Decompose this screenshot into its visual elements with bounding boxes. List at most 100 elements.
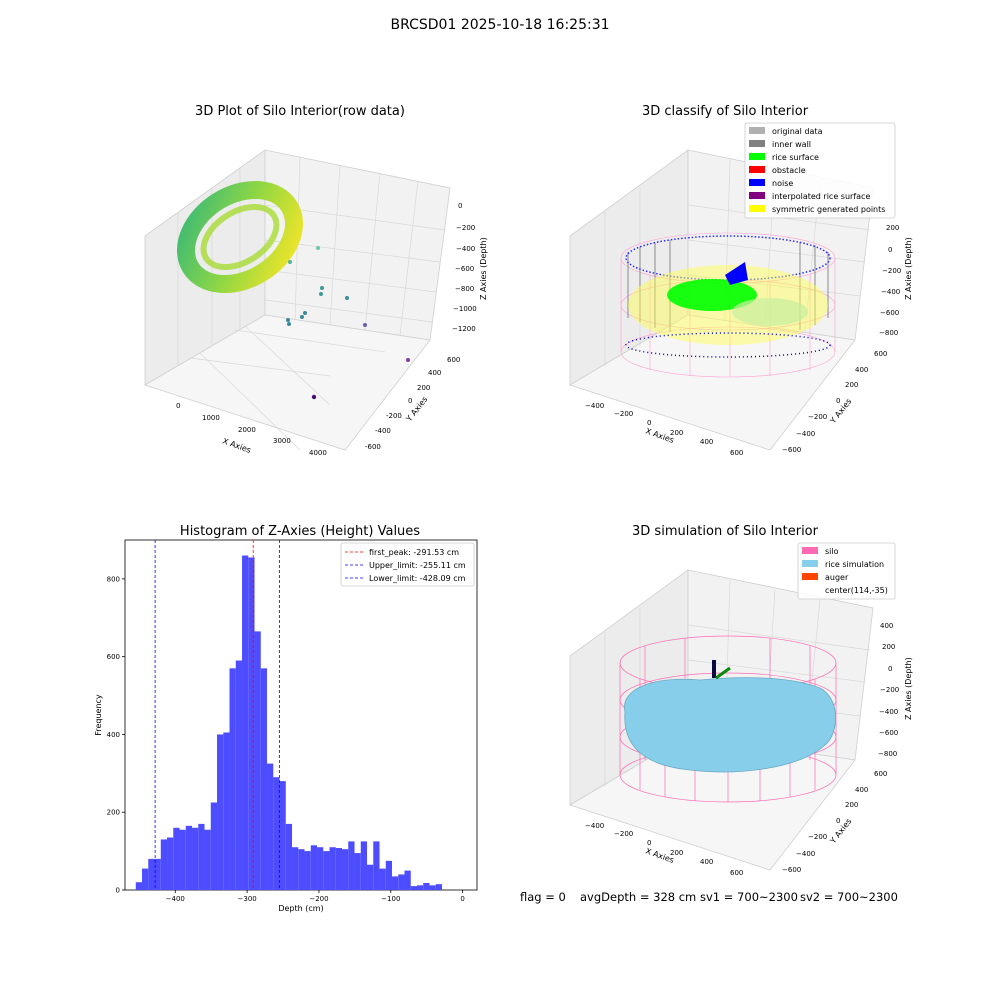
panel1-ztick-6: −1200 (452, 325, 476, 333)
histogram-bar (360, 841, 368, 890)
panel4-legend-swatch (802, 547, 818, 554)
panel2-rice-surface-light (732, 298, 808, 326)
histogram-bar (210, 802, 218, 890)
histogram-legend-label: Upper_limit: -255.11 cm (369, 561, 466, 570)
panel4-xtick-2: 0 (647, 839, 651, 847)
histogram-bar (367, 864, 374, 890)
panel1-xlabel: X Axies (221, 436, 252, 455)
panel4-ytick-2: −200 (808, 833, 827, 841)
panel2-legend-label: rice surface (772, 153, 819, 162)
panel1-ytick-6: 600 (447, 356, 460, 364)
histogram-bar (323, 851, 330, 890)
panel4-ztick-0: 400 (880, 622, 893, 630)
panel2-legend-swatch (749, 192, 765, 199)
histogram-bar (298, 849, 305, 890)
panel4-ylabel: Y Axies (828, 817, 854, 846)
panel1-ztick-4: −800 (455, 285, 474, 293)
histogram-bar (273, 777, 280, 890)
panel1-floor (144, 314, 431, 451)
panel2-noise-cluster (725, 262, 748, 285)
panel4-axes-box: −400 −200 0 200 400 600 −600 −400 −200 0… (569, 569, 913, 877)
panel1-ytick-5: 400 (428, 369, 441, 377)
histogram-bar (192, 827, 199, 890)
panel4-ytick-5: 400 (855, 786, 868, 794)
panel2-legend-swatch (749, 153, 765, 160)
histogram-bar (342, 849, 349, 890)
histogram-bar (235, 660, 243, 890)
histogram-legend-label: Lower_limit: -428.09 cm (369, 574, 466, 583)
panel4-ytick-6: 600 (874, 770, 887, 778)
histogram-bar (392, 876, 399, 890)
panel1-points-ring (177, 180, 303, 294)
histogram-bar (304, 851, 311, 890)
histogram-bar (142, 868, 149, 890)
panel2-noise-bottom (625, 332, 831, 358)
panel1-ztick-5: −1000 (453, 305, 477, 313)
histogram-bar (279, 781, 286, 890)
panel2-legend-label: original data (772, 127, 823, 136)
histogram-legend: first_peak: -291.53 cm Upper_limit: -255.… (340, 542, 475, 587)
panel1-ring-band (177, 180, 303, 294)
histogram-bar (329, 847, 336, 890)
auger-shaft (712, 660, 716, 678)
panel1-xtick-2: 2000 (238, 426, 256, 434)
panel2-xtick-5: 600 (730, 449, 743, 457)
panel1-axes-box: 0 1000 2000 3000 4000 -600 -400 -200 0 2… (144, 149, 488, 457)
panel2-xtick-1: −200 (614, 410, 633, 418)
histogram-bar (154, 858, 161, 890)
rice-simulation-surface (624, 677, 836, 773)
histogram-ytick-label: 600 (107, 653, 120, 661)
histogram-ytick-label: 400 (107, 731, 120, 739)
panel2-legend-swatch (749, 127, 765, 134)
panel2-ytick-2: −200 (808, 413, 827, 421)
histogram-yticks: 0 200 400 600 800 (107, 575, 125, 895)
panel2-xtick-2: 0 (647, 419, 651, 427)
panel2-legend-label: interpolated rice surface (772, 192, 870, 201)
panel4-ztick-4: −400 (879, 708, 898, 716)
panel4-xtick-0: −400 (585, 822, 604, 830)
panel2-xtick-3: 200 (670, 429, 683, 437)
histogram-xticks: −400 −300 −200 −100 0 (166, 890, 465, 903)
histogram-bar (348, 841, 355, 890)
histogram-bar (260, 668, 268, 890)
panel4-ztick-3: −200 (880, 686, 899, 694)
histogram-bar (217, 734, 224, 890)
panel2-legend: original data inner wall rice surface obsta… (744, 122, 896, 219)
panel1-title: 3D Plot of Silo Interior(row data) (195, 104, 405, 119)
histogram-vlines (154, 540, 280, 890)
panel4-ztick-6: −800 (878, 750, 897, 758)
panel2-noise-ring (625, 235, 831, 281)
panel1-xtick-3: 3000 (273, 437, 291, 445)
histogram-xtick-label: −400 (166, 895, 185, 903)
panel2-legend-swatch (749, 166, 765, 173)
histogram-ytick-label: 800 (107, 575, 120, 583)
panel2-title: 3D classify of Silo Interior (641, 104, 809, 119)
panel2-xtick-0: −400 (585, 402, 604, 410)
panel4-legend: silo rice simulation auger center(114,-35) (797, 542, 896, 600)
histogram-bar (398, 874, 405, 890)
panel2-ylabel: Y Axies (828, 397, 854, 426)
histogram-bar (317, 847, 324, 890)
histogram-bar (373, 841, 380, 890)
histogram-bar (292, 847, 299, 890)
panel1-ztick-2: −400 (456, 245, 475, 253)
panel2-legend-label: inner wall (772, 140, 811, 149)
histogram-bar (179, 829, 186, 890)
panel1-outlier-points (286, 246, 410, 400)
panel2-ztick-0: 200 (886, 224, 899, 232)
panel2-floor (569, 314, 856, 451)
panel4-legend-label: center(114,-35) (825, 586, 888, 595)
panel1-ytick-2: -200 (386, 412, 402, 420)
panel2-legend-label: symmetric generated points (772, 205, 885, 214)
panel4-ytick-3: 0 (836, 817, 840, 825)
histogram-bars (135, 555, 443, 890)
panel2-ztick-2: −200 (882, 267, 901, 275)
panel4-ytick-4: 200 (845, 801, 858, 809)
histogram-bar (229, 668, 236, 890)
histogram-bar (254, 631, 261, 890)
histogram-bar (198, 823, 205, 890)
panel2-legend-label: noise (772, 179, 793, 188)
panel2-legend-swatch (749, 179, 765, 186)
panel4-ztick-1: 200 (882, 643, 895, 651)
panel1-ytick-4: 200 (417, 384, 430, 392)
